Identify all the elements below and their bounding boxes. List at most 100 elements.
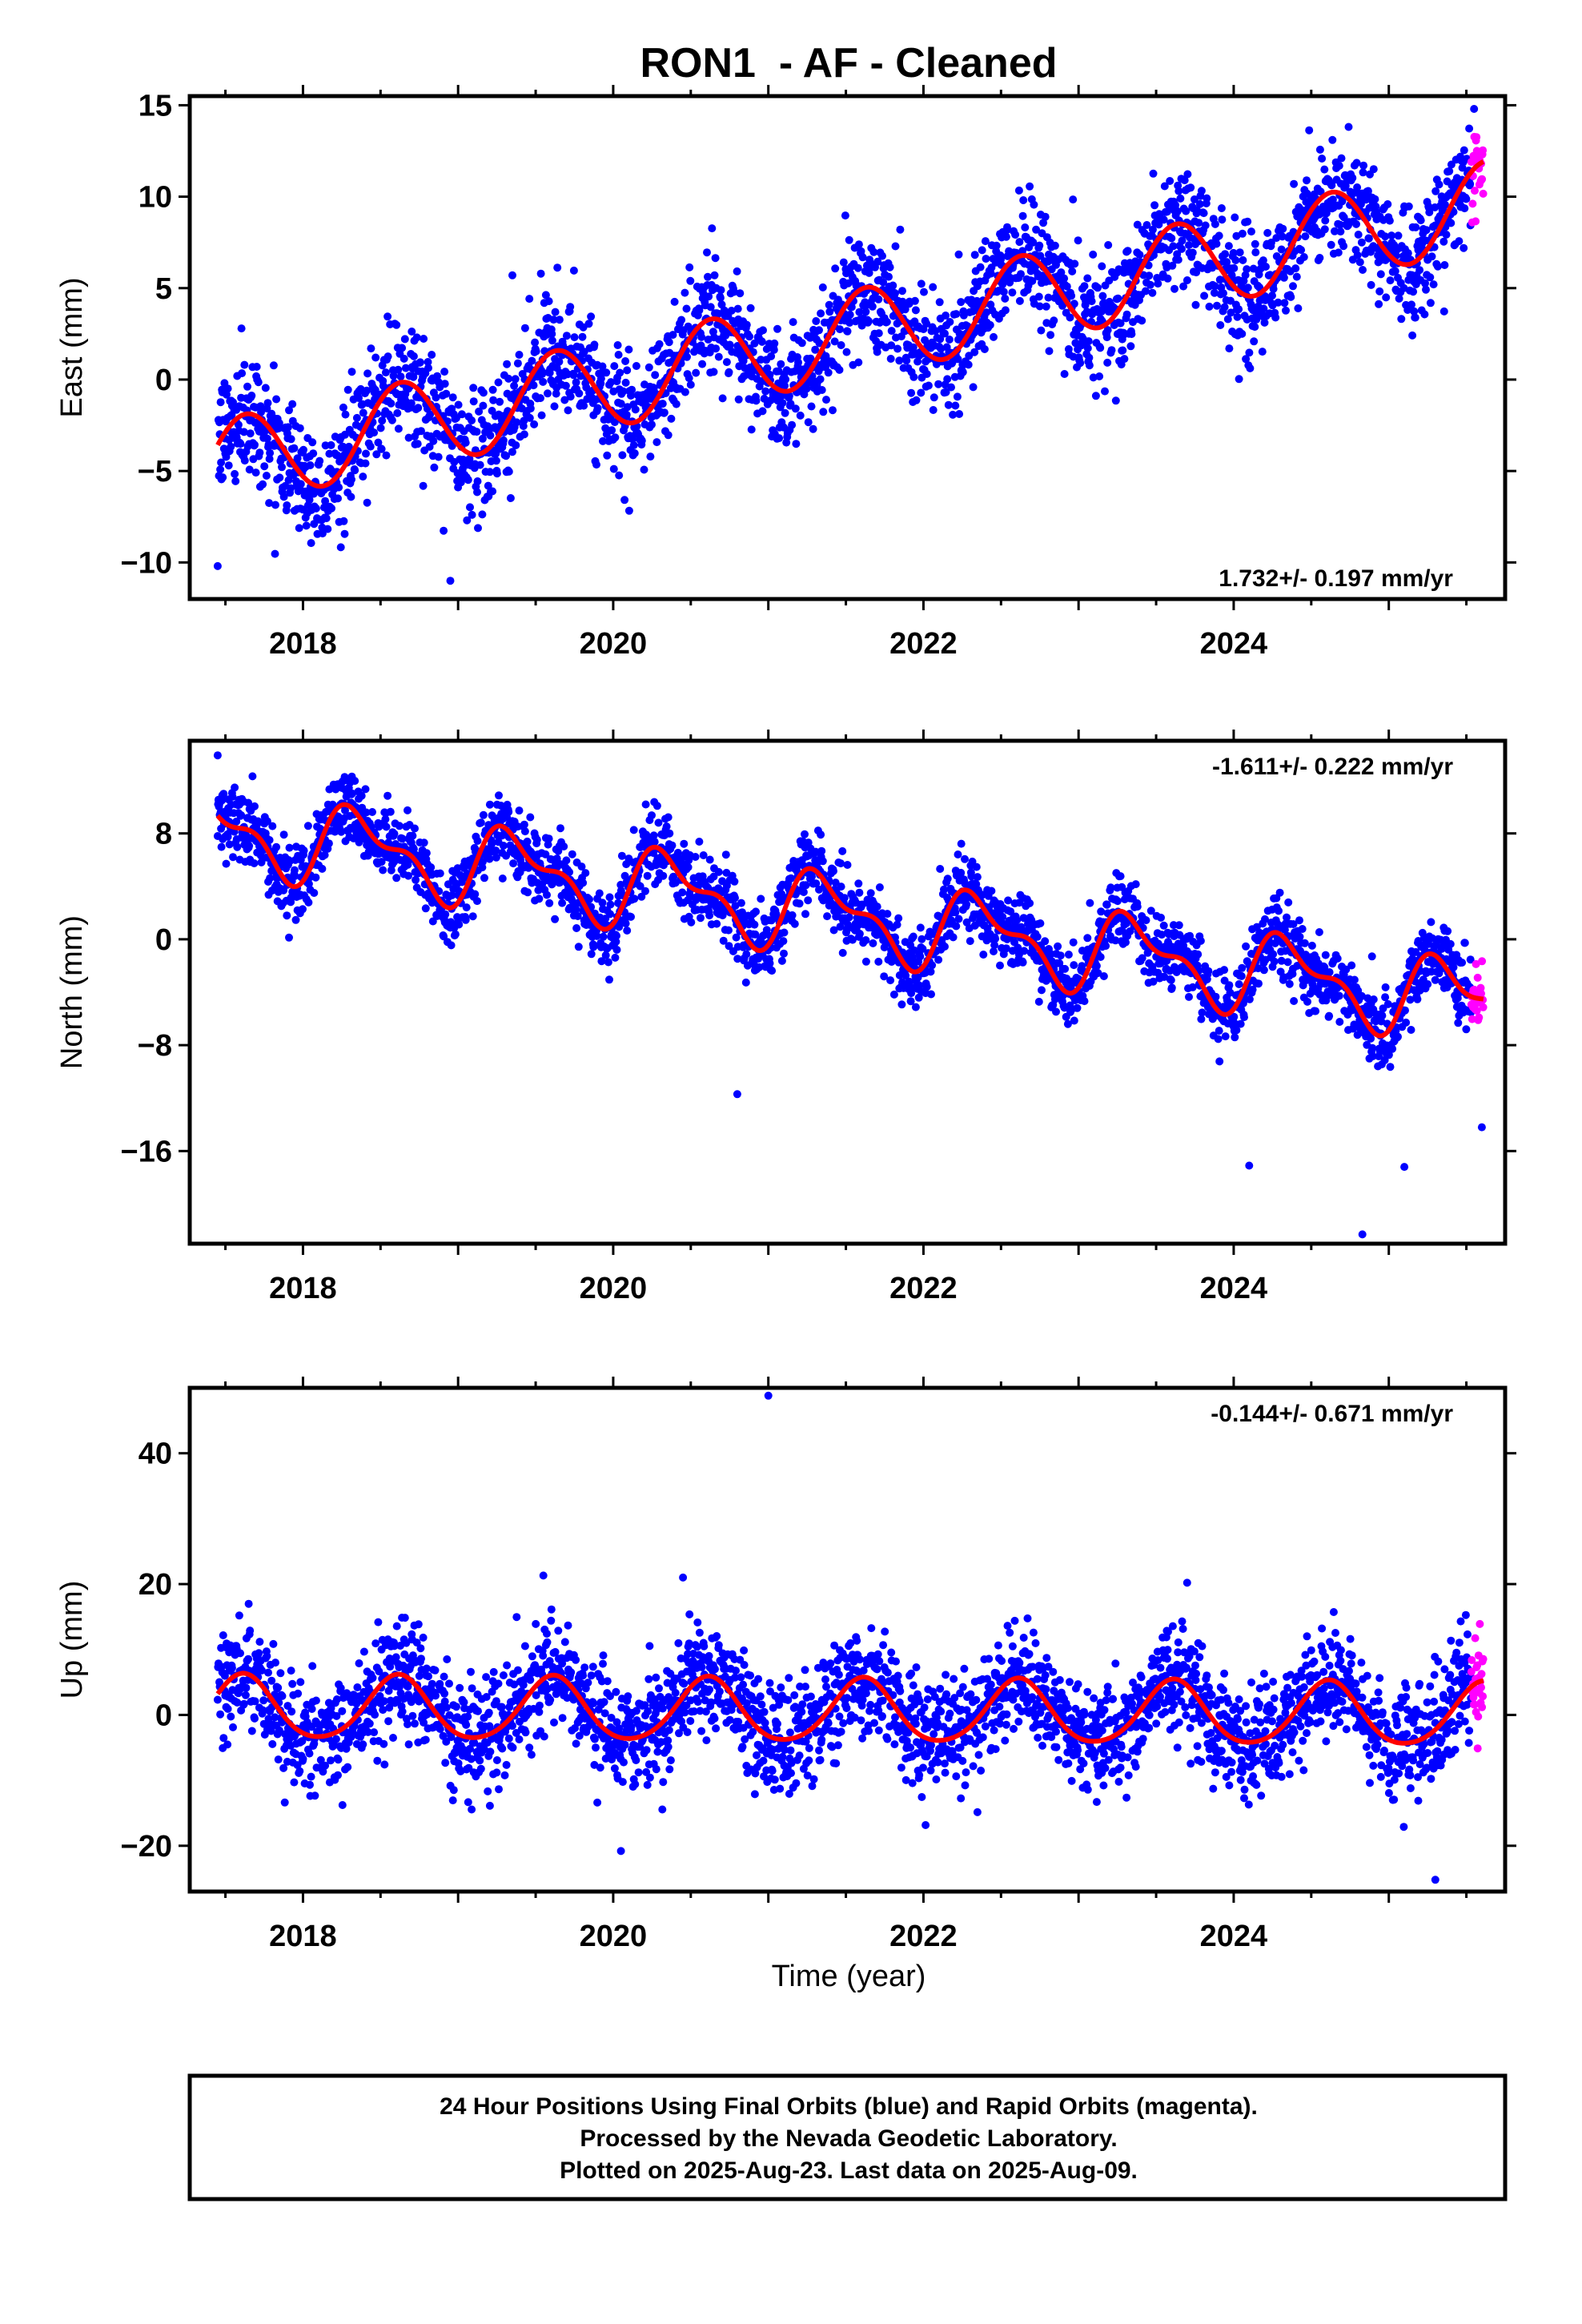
final-orbit-point: [869, 939, 877, 947]
final-orbit-point: [629, 826, 638, 834]
final-orbit-point: [1174, 187, 1183, 195]
final-orbit-point: [1316, 187, 1325, 196]
final-orbit-point: [1212, 239, 1221, 248]
final-orbit-point: [801, 830, 809, 838]
final-orbit-point: [874, 295, 883, 304]
final-orbit-point: [355, 394, 363, 402]
final-orbit-point: [1292, 272, 1301, 281]
final-orbit-point: [1243, 265, 1251, 274]
final-orbit-point: [747, 425, 756, 434]
final-orbit-point: [1013, 916, 1022, 924]
final-orbit-point: [763, 364, 772, 372]
final-orbit-point: [801, 881, 810, 890]
final-orbit-point: [543, 891, 551, 899]
final-orbit-point: [641, 887, 649, 895]
final-orbit-point: [1046, 331, 1055, 340]
final-orbit-point: [957, 868, 966, 877]
final-orbit-point: [886, 355, 895, 363]
final-orbit-point: [817, 846, 826, 855]
final-orbit-point: [1169, 242, 1178, 251]
final-orbit-point: [1251, 323, 1259, 332]
final-orbit-point: [630, 449, 639, 457]
final-orbit-point: [732, 933, 741, 942]
final-orbit-point: [1320, 225, 1329, 234]
final-orbit-point: [1050, 316, 1058, 325]
final-orbit-point: [1195, 199, 1204, 208]
final-orbit-point: [1150, 201, 1159, 210]
final-orbit-point: [553, 263, 562, 272]
final-orbit-point: [811, 847, 820, 856]
final-orbit-point: [1232, 231, 1241, 240]
final-orbit-point: [372, 450, 381, 459]
final-orbit-point: [725, 926, 733, 935]
final-orbit-point: [1159, 921, 1168, 930]
final-orbit-point: [1141, 287, 1150, 296]
final-orbit-point: [898, 297, 907, 306]
final-orbit-point: [805, 378, 813, 387]
final-orbit-point: [251, 468, 260, 477]
final-orbit-point: [1460, 204, 1469, 213]
final-orbit-point: [492, 469, 501, 478]
final-orbit-point: [855, 308, 864, 316]
final-orbit-point: [697, 332, 706, 341]
final-orbit-point: [612, 946, 621, 954]
final-orbit-point: [778, 399, 787, 408]
final-orbit-point: [455, 920, 464, 929]
final-orbit-point: [1035, 302, 1044, 311]
final-orbit-point: [577, 862, 586, 871]
final-orbit-point: [319, 605, 327, 613]
final-orbit-point: [1367, 280, 1375, 289]
final-orbit-point: [621, 919, 630, 928]
final-orbit-point: [381, 368, 390, 377]
final-orbit-point: [606, 910, 614, 919]
final-orbit-point: [779, 937, 788, 946]
final-orbit-point: [552, 389, 560, 398]
final-orbit-point: [492, 846, 500, 855]
final-orbit-point: [1179, 282, 1188, 291]
final-orbit-point: [549, 316, 558, 324]
final-orbit-point: [695, 306, 704, 315]
final-orbit-point: [1408, 331, 1417, 340]
final-orbit-point: [853, 263, 862, 272]
final-orbit-point: [807, 402, 816, 411]
final-orbit-point: [1008, 288, 1017, 297]
final-orbit-point: [318, 864, 327, 873]
final-orbit-point: [665, 338, 673, 347]
final-orbit-point: [265, 836, 274, 844]
final-orbit-point: [773, 324, 781, 333]
final-orbit-point: [695, 838, 704, 846]
final-orbit-point: [998, 912, 1007, 921]
final-orbit-point: [1192, 268, 1201, 277]
final-orbit-point: [709, 368, 718, 376]
final-orbit-point: [541, 850, 550, 858]
final-orbit-point: [687, 918, 696, 927]
final-orbit-point: [1041, 937, 1050, 946]
final-orbit-point: [404, 433, 413, 442]
final-orbit-point: [1220, 303, 1229, 312]
final-orbit-point: [238, 369, 247, 378]
rapid-orbit-point: [1479, 189, 1488, 198]
final-orbit-point: [323, 525, 332, 533]
final-orbit-point: [649, 831, 658, 840]
final-orbit-point: [1122, 310, 1131, 319]
final-orbit-point: [1204, 967, 1213, 975]
final-orbit-point: [1026, 899, 1034, 907]
final-orbit-point: [1091, 392, 1100, 400]
final-orbit-point: [788, 911, 797, 919]
final-orbit-point: [1262, 263, 1270, 271]
final-orbit-point: [228, 792, 237, 801]
final-orbit-point: [560, 396, 569, 404]
final-orbit-point: [1066, 313, 1074, 322]
final-orbit-point: [786, 400, 795, 408]
final-orbit-point: [1064, 951, 1073, 959]
final-orbit-point: [480, 874, 488, 883]
final-orbit-point: [733, 304, 742, 313]
final-orbit-point: [510, 381, 519, 390]
final-orbit-point: [1084, 337, 1093, 346]
final-orbit-point: [1001, 306, 1010, 315]
final-orbit-point: [291, 915, 300, 924]
final-orbit-point: [941, 329, 949, 338]
final-orbit-point: [295, 524, 303, 533]
final-orbit-point: [1279, 224, 1287, 233]
final-orbit-point: [1327, 240, 1335, 249]
